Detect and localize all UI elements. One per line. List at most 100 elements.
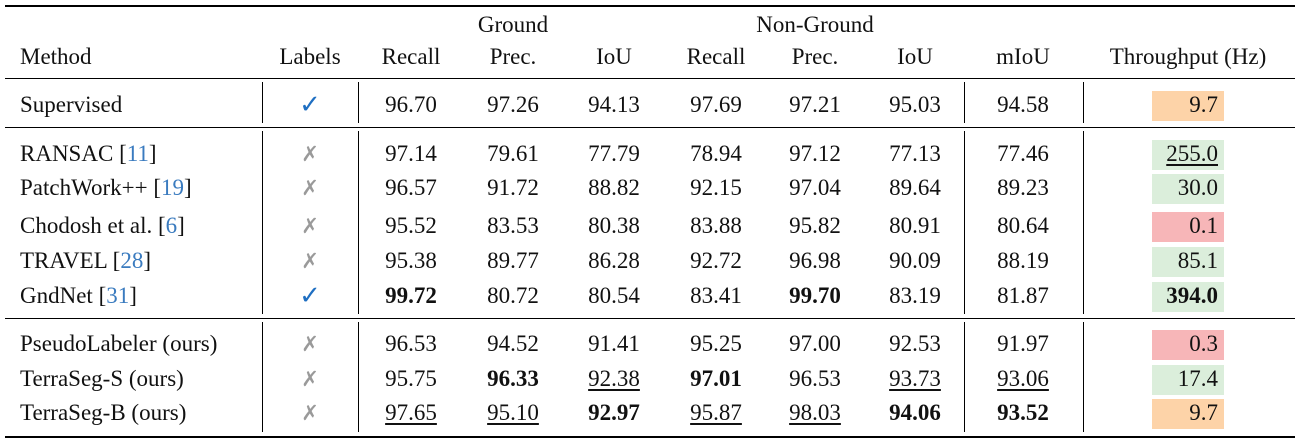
cell-throughput: 30.0	[1177, 175, 1218, 200]
method-label: TerraSeg-B (ours)	[20, 400, 187, 425]
throughput-highlight	[1152, 282, 1224, 312]
group-header-ground: Ground	[477, 12, 549, 37]
header-rule	[5, 78, 1295, 80]
column-header-nonground-prec: Prec.	[791, 44, 839, 69]
cell-nonground-iou: 95.03	[889, 92, 941, 117]
citation-link[interactable]: 28	[120, 248, 144, 273]
cell-nonground-recall: 78.94	[690, 141, 742, 166]
cell-nonground-iou: 80.91	[889, 213, 941, 238]
cell-miou: 93.06	[997, 366, 1049, 391]
method-name: RANSAC [11]	[20, 141, 157, 166]
cell-nonground-prec: 97.04	[789, 175, 841, 200]
method-label: TRAVEL	[20, 248, 107, 273]
cell-ground-iou: 77.79	[588, 141, 640, 166]
method-label: GndNet	[20, 283, 93, 308]
cell-ground-prec: 91.72	[487, 175, 539, 200]
method-label: TerraSeg-S (ours)	[20, 366, 184, 391]
cell-ground-iou: 80.38	[588, 213, 640, 238]
cell-nonground-prec: 98.03	[789, 400, 841, 425]
column-header-ground-prec: Prec.	[489, 44, 537, 69]
column-header-method: Method	[20, 44, 92, 69]
method-name: Supervised	[20, 90, 122, 120]
column-separator	[964, 322, 966, 432]
column-header-throughput: Throughput (Hz)	[1109, 44, 1267, 69]
method-label: PatchWork++	[20, 175, 148, 200]
checkmark-icon: ✓	[299, 90, 321, 120]
cell-ground-prec: 79.61	[487, 141, 539, 166]
method-name: Chodosh et al. [6]	[20, 213, 185, 238]
cell-throughput: 0.1	[1189, 213, 1218, 238]
cell-throughput: 17.4	[1177, 366, 1218, 391]
column-separator	[1083, 82, 1085, 123]
cell-ground-recall: 95.52	[385, 213, 437, 238]
cell-nonground-iou: 83.19	[889, 283, 941, 308]
citation-link[interactable]: 11	[126, 141, 149, 166]
checkmark-icon: ✓	[299, 281, 321, 311]
citation-link[interactable]: 6	[165, 213, 178, 238]
throughput-highlight	[1152, 399, 1224, 429]
cell-throughput: 9.7	[1189, 92, 1218, 117]
cell-ground-prec: 94.52	[487, 331, 539, 356]
cross-icon: ✗	[301, 214, 319, 238]
cell-miou: 91.97	[997, 331, 1049, 356]
method-name: TerraSeg-B (ours)	[20, 398, 186, 428]
group-header-nonground: Non-Ground	[756, 12, 874, 37]
cross-icon: ✗	[301, 401, 319, 425]
method-label: Chodosh et al.	[20, 213, 153, 238]
citation-link[interactable]: 31	[106, 283, 130, 308]
cell-ground-prec: 95.10	[487, 400, 539, 425]
cross-icon: ✗	[301, 367, 319, 391]
citation-link[interactable]: 19	[161, 175, 184, 200]
column-header-labels: Labels	[279, 44, 341, 69]
cell-ground-iou: 92.97	[588, 400, 640, 425]
cell-miou: 93.52	[997, 400, 1049, 425]
throughput-highlight	[1152, 91, 1224, 121]
method-label: RANSAC	[20, 141, 114, 166]
bottom-rule	[5, 436, 1295, 438]
cell-nonground-recall: 95.25	[690, 331, 742, 356]
cell-nonground-recall: 95.87	[690, 400, 742, 425]
column-separator	[262, 82, 264, 123]
throughput-highlight	[1152, 212, 1224, 242]
column-header-ground-iou: IoU	[596, 44, 632, 69]
method-label: PseudoLabeler (ours)	[20, 331, 218, 356]
cell-miou: 88.19	[997, 248, 1049, 273]
cell-ground-recall: 99.72	[385, 283, 437, 308]
section-rule-1	[5, 127, 1295, 129]
throughput-highlight	[1152, 174, 1224, 204]
cell-ground-prec: 83.53	[487, 213, 539, 238]
column-separator	[1083, 131, 1085, 314]
cell-nonground-iou: 77.13	[889, 141, 941, 166]
cell-nonground-recall: 83.41	[690, 283, 742, 308]
cell-nonground-iou: 94.06	[889, 400, 941, 425]
cell-ground-recall: 96.53	[385, 331, 437, 356]
cell-ground-recall: 97.14	[385, 141, 437, 166]
cell-ground-iou: 88.82	[588, 175, 640, 200]
cell-miou: 80.64	[997, 213, 1049, 238]
cell-nonground-prec: 97.00	[789, 331, 841, 356]
cell-nonground-recall: 97.69	[690, 92, 742, 117]
cell-throughput: 394.0	[1166, 283, 1218, 308]
cell-miou: 81.87	[997, 283, 1049, 308]
throughput-highlight	[1152, 365, 1224, 395]
cell-throughput: 9.7	[1189, 400, 1218, 425]
cell-nonground-prec: 99.70	[789, 283, 841, 308]
cell-nonground-recall: 83.88	[690, 213, 742, 238]
cell-ground-prec: 80.72	[487, 283, 539, 308]
column-separator	[262, 322, 264, 432]
cell-nonground-prec: 95.82	[789, 213, 841, 238]
throughput-highlight	[1152, 247, 1224, 277]
cell-ground-recall: 95.38	[385, 248, 437, 273]
method-name: TerraSeg-S (ours)	[20, 364, 184, 394]
cell-throughput: 85.1	[1177, 248, 1218, 273]
cell-ground-prec: 89.77	[487, 248, 539, 273]
throughput-highlight	[1152, 330, 1224, 360]
column-separator	[262, 131, 264, 314]
cell-nonground-iou: 89.64	[889, 175, 941, 200]
cell-throughput: 0.3	[1189, 331, 1218, 356]
cross-icon: ✗	[301, 249, 319, 273]
column-separator	[358, 131, 360, 314]
top-rule	[5, 5, 1295, 7]
cell-nonground-iou: 93.73	[889, 366, 941, 391]
column-header-nonground-recall: Recall	[686, 44, 746, 69]
